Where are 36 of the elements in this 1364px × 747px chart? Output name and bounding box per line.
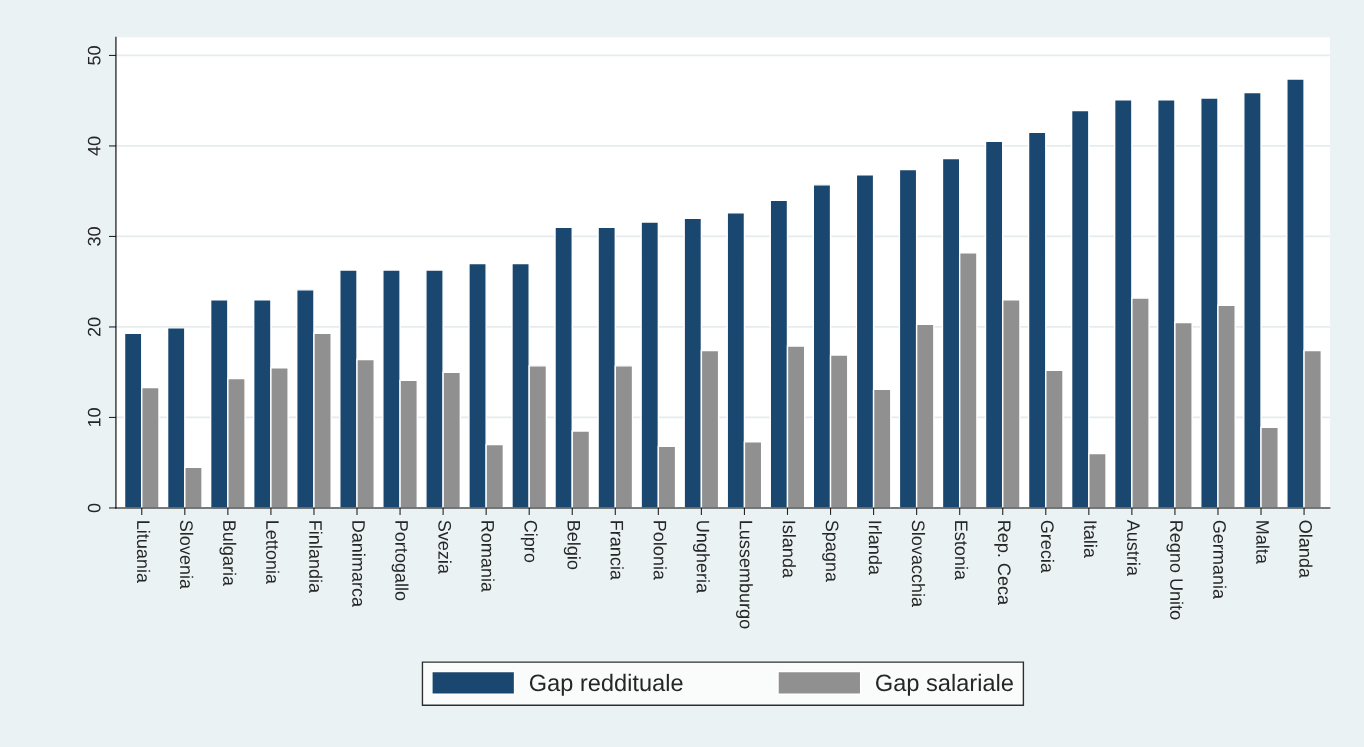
- x-tick-label: Danimarca: [352, 521, 366, 608]
- x-tick-label: Belgio: [563, 521, 581, 570]
- y-tick-label: 50: [87, 46, 101, 65]
- legend-label: Gap salariale: [876, 673, 1013, 696]
- x-tick-label: Lettonia: [266, 521, 280, 585]
- x-tick-label: Slovacchia: [911, 520, 926, 608]
- x-tick-label: Grecia: [1040, 520, 1055, 573]
- x-tick-label: Estonia: [954, 521, 969, 580]
- y-tick-label: 30: [87, 227, 101, 246]
- x-tick-label: Ungheria: [692, 521, 710, 594]
- x-tick-label: Germania: [1213, 520, 1227, 600]
- x-tick-label: Olanda: [1299, 520, 1313, 578]
- y-tick-label: 0: [87, 503, 101, 513]
- y-tick-label: 20: [87, 317, 101, 337]
- x-tick-label: Regno Unito: [1166, 521, 1184, 620]
- x-tick-label: Malta: [1256, 521, 1270, 564]
- x-tick-label: Bulgaria: [219, 521, 237, 587]
- y-tick-label: 40: [87, 136, 101, 156]
- x-tick-label: Svezia: [438, 520, 452, 574]
- x-tick-label: Finlandia: [309, 521, 323, 594]
- x-tick-label: Cipro: [520, 520, 538, 563]
- x-tick-label: Francia: [610, 521, 624, 580]
- x-tick-label: Irlanda: [868, 521, 882, 575]
- x-tick-label: Portogallo: [391, 521, 409, 601]
- x-tick-label: Italia: [1083, 521, 1098, 558]
- x-tick-label: Rep. Ceca: [994, 521, 1011, 606]
- legend-label: Gap reddituale: [529, 673, 683, 696]
- x-tick-label: Romania: [481, 521, 495, 593]
- x-tick-label: Islanda: [782, 521, 796, 578]
- x-tick-label: Lituania: [136, 521, 151, 584]
- x-tick-label: Slovenia: [179, 520, 194, 590]
- x-tick-label: Austria: [1127, 519, 1141, 576]
- y-tick-label: 10: [87, 408, 101, 427]
- x-tick-label: Spagna: [822, 520, 839, 583]
- x-tick-label: Lussemburgo: [736, 521, 753, 629]
- x-tick-label: Polonia: [653, 521, 667, 580]
